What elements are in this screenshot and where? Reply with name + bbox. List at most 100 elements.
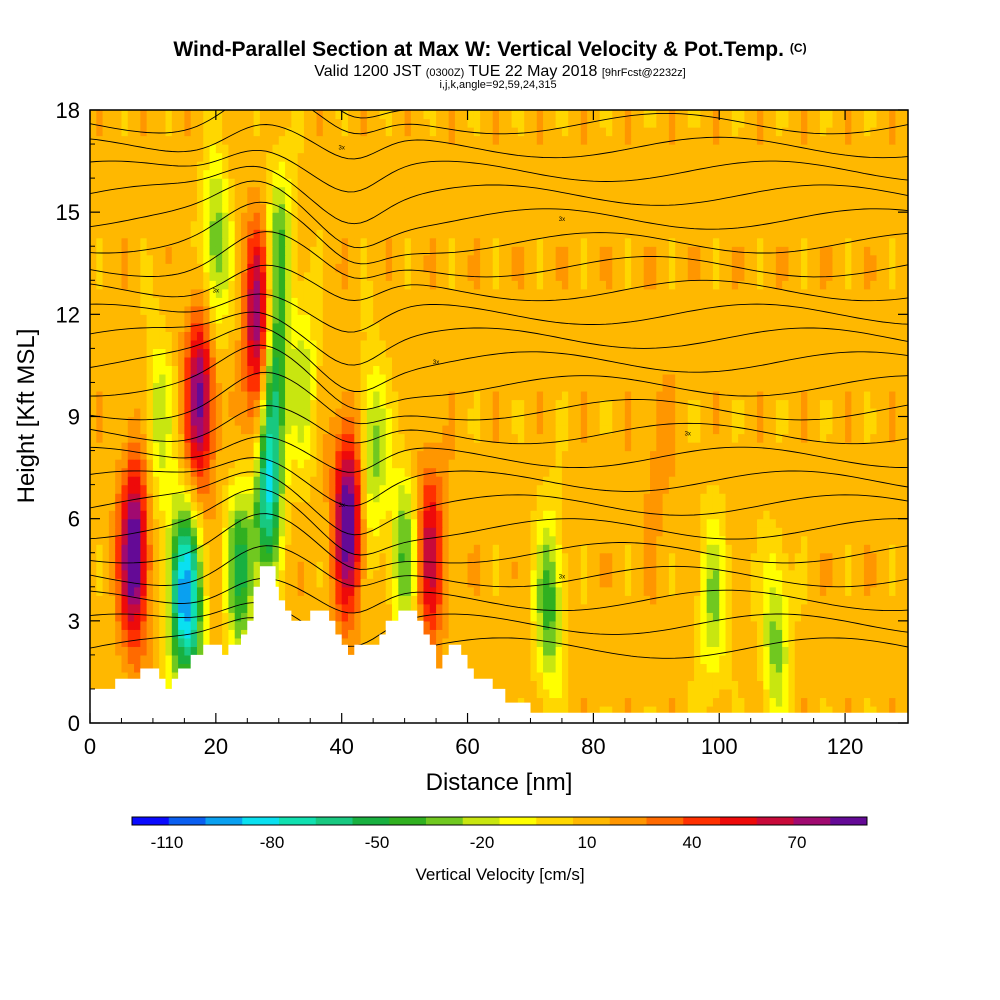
heat-cell — [480, 595, 488, 605]
heat-cell — [241, 442, 248, 452]
heat-cell — [845, 561, 852, 571]
heat-cell — [253, 459, 261, 469]
heat-cell — [568, 646, 576, 656]
heat-cell — [448, 510, 456, 520]
heat-cell — [876, 467, 884, 477]
heat-cell — [90, 433, 97, 443]
heat-cell — [96, 637, 104, 647]
heat-cell — [473, 561, 481, 571]
heat-cell — [234, 578, 242, 588]
heat-cell — [656, 561, 664, 571]
heat-cell — [901, 578, 908, 588]
heat-cell — [775, 612, 783, 622]
heat-cell — [700, 603, 708, 613]
heat-cell — [310, 450, 318, 460]
heat-cell — [259, 416, 267, 426]
heat-cell — [196, 620, 204, 630]
heat-cell — [329, 459, 336, 469]
heat-cell — [354, 433, 362, 443]
heat-cell — [561, 595, 569, 605]
heat-cell — [543, 578, 550, 588]
heat-cell — [782, 510, 790, 520]
heat-cell — [517, 612, 525, 622]
heat-cell — [650, 586, 657, 596]
heat-cell — [687, 603, 695, 613]
heat-cell — [360, 476, 368, 486]
heat-cell — [347, 603, 355, 613]
heat-cell — [530, 416, 538, 426]
heat-cell — [826, 510, 834, 520]
heat-cell — [813, 518, 821, 528]
heat-cell — [775, 459, 783, 469]
heat-cell — [140, 620, 148, 630]
heat-cell — [631, 603, 639, 613]
heat-cell — [605, 620, 613, 630]
heat-cell — [631, 688, 639, 699]
heat-cell — [146, 654, 154, 664]
heat-cell — [379, 501, 387, 511]
heat-cell — [241, 433, 248, 443]
heat-cell — [134, 629, 141, 639]
heat-cell — [870, 535, 878, 545]
heat-cell — [108, 399, 116, 409]
heat-cell — [769, 612, 777, 622]
heat-cell — [511, 637, 519, 647]
heat-cell — [266, 476, 274, 486]
heat-cell — [322, 467, 330, 477]
heat-cell — [851, 467, 859, 477]
heat-cell — [857, 510, 865, 520]
heat-cell — [303, 569, 311, 579]
heat-cell — [549, 629, 557, 639]
heat-cell — [794, 671, 802, 682]
heat-cell — [410, 399, 418, 409]
heat-cell — [146, 493, 154, 503]
heat-cell — [90, 510, 97, 520]
heat-cell — [247, 416, 255, 426]
heat-cell — [115, 399, 123, 409]
heat-cell — [253, 425, 261, 435]
heat-cell — [782, 612, 790, 622]
heat-cell — [96, 561, 104, 571]
heat-cell — [152, 501, 160, 511]
heat-cell — [499, 561, 506, 571]
heat-cell — [385, 433, 393, 443]
heat-cell — [587, 442, 594, 452]
heat-cell — [335, 510, 343, 520]
heat-cell — [404, 510, 412, 520]
heat-cell — [895, 561, 903, 571]
heat-cell — [675, 629, 683, 639]
heat-cell — [108, 680, 116, 690]
heat-cell — [681, 476, 689, 486]
heat-cell — [448, 493, 456, 503]
heat-cell — [738, 425, 745, 435]
heat-cell — [184, 510, 192, 520]
heat-cell — [574, 433, 582, 443]
heat-cell — [134, 612, 141, 622]
heat-cell — [322, 561, 330, 571]
heat-cell — [889, 663, 897, 673]
heat-cell — [121, 595, 129, 605]
heat-cell — [448, 518, 456, 528]
heat-cell — [889, 476, 897, 486]
heat-cell — [876, 586, 884, 596]
heat-cell — [291, 603, 299, 613]
heat-cell — [706, 484, 714, 494]
heat-cell — [561, 680, 569, 690]
heat-cell — [769, 705, 777, 716]
heat-cell — [782, 705, 790, 716]
heat-cell — [234, 493, 242, 503]
heat-cell — [618, 416, 626, 426]
heat-cell — [511, 416, 519, 426]
heat-cell — [712, 646, 720, 656]
heat-cell — [694, 535, 701, 545]
heat-cell — [121, 646, 129, 656]
heat-cell — [404, 578, 412, 588]
heat-cell — [694, 697, 701, 707]
heat-cell — [882, 407, 890, 418]
heat-cell — [631, 493, 639, 503]
heat-cell — [568, 442, 576, 452]
heat-cell — [605, 407, 613, 418]
heat-cell — [857, 467, 865, 477]
heat-cell — [335, 552, 343, 562]
heat-cell — [700, 501, 708, 511]
